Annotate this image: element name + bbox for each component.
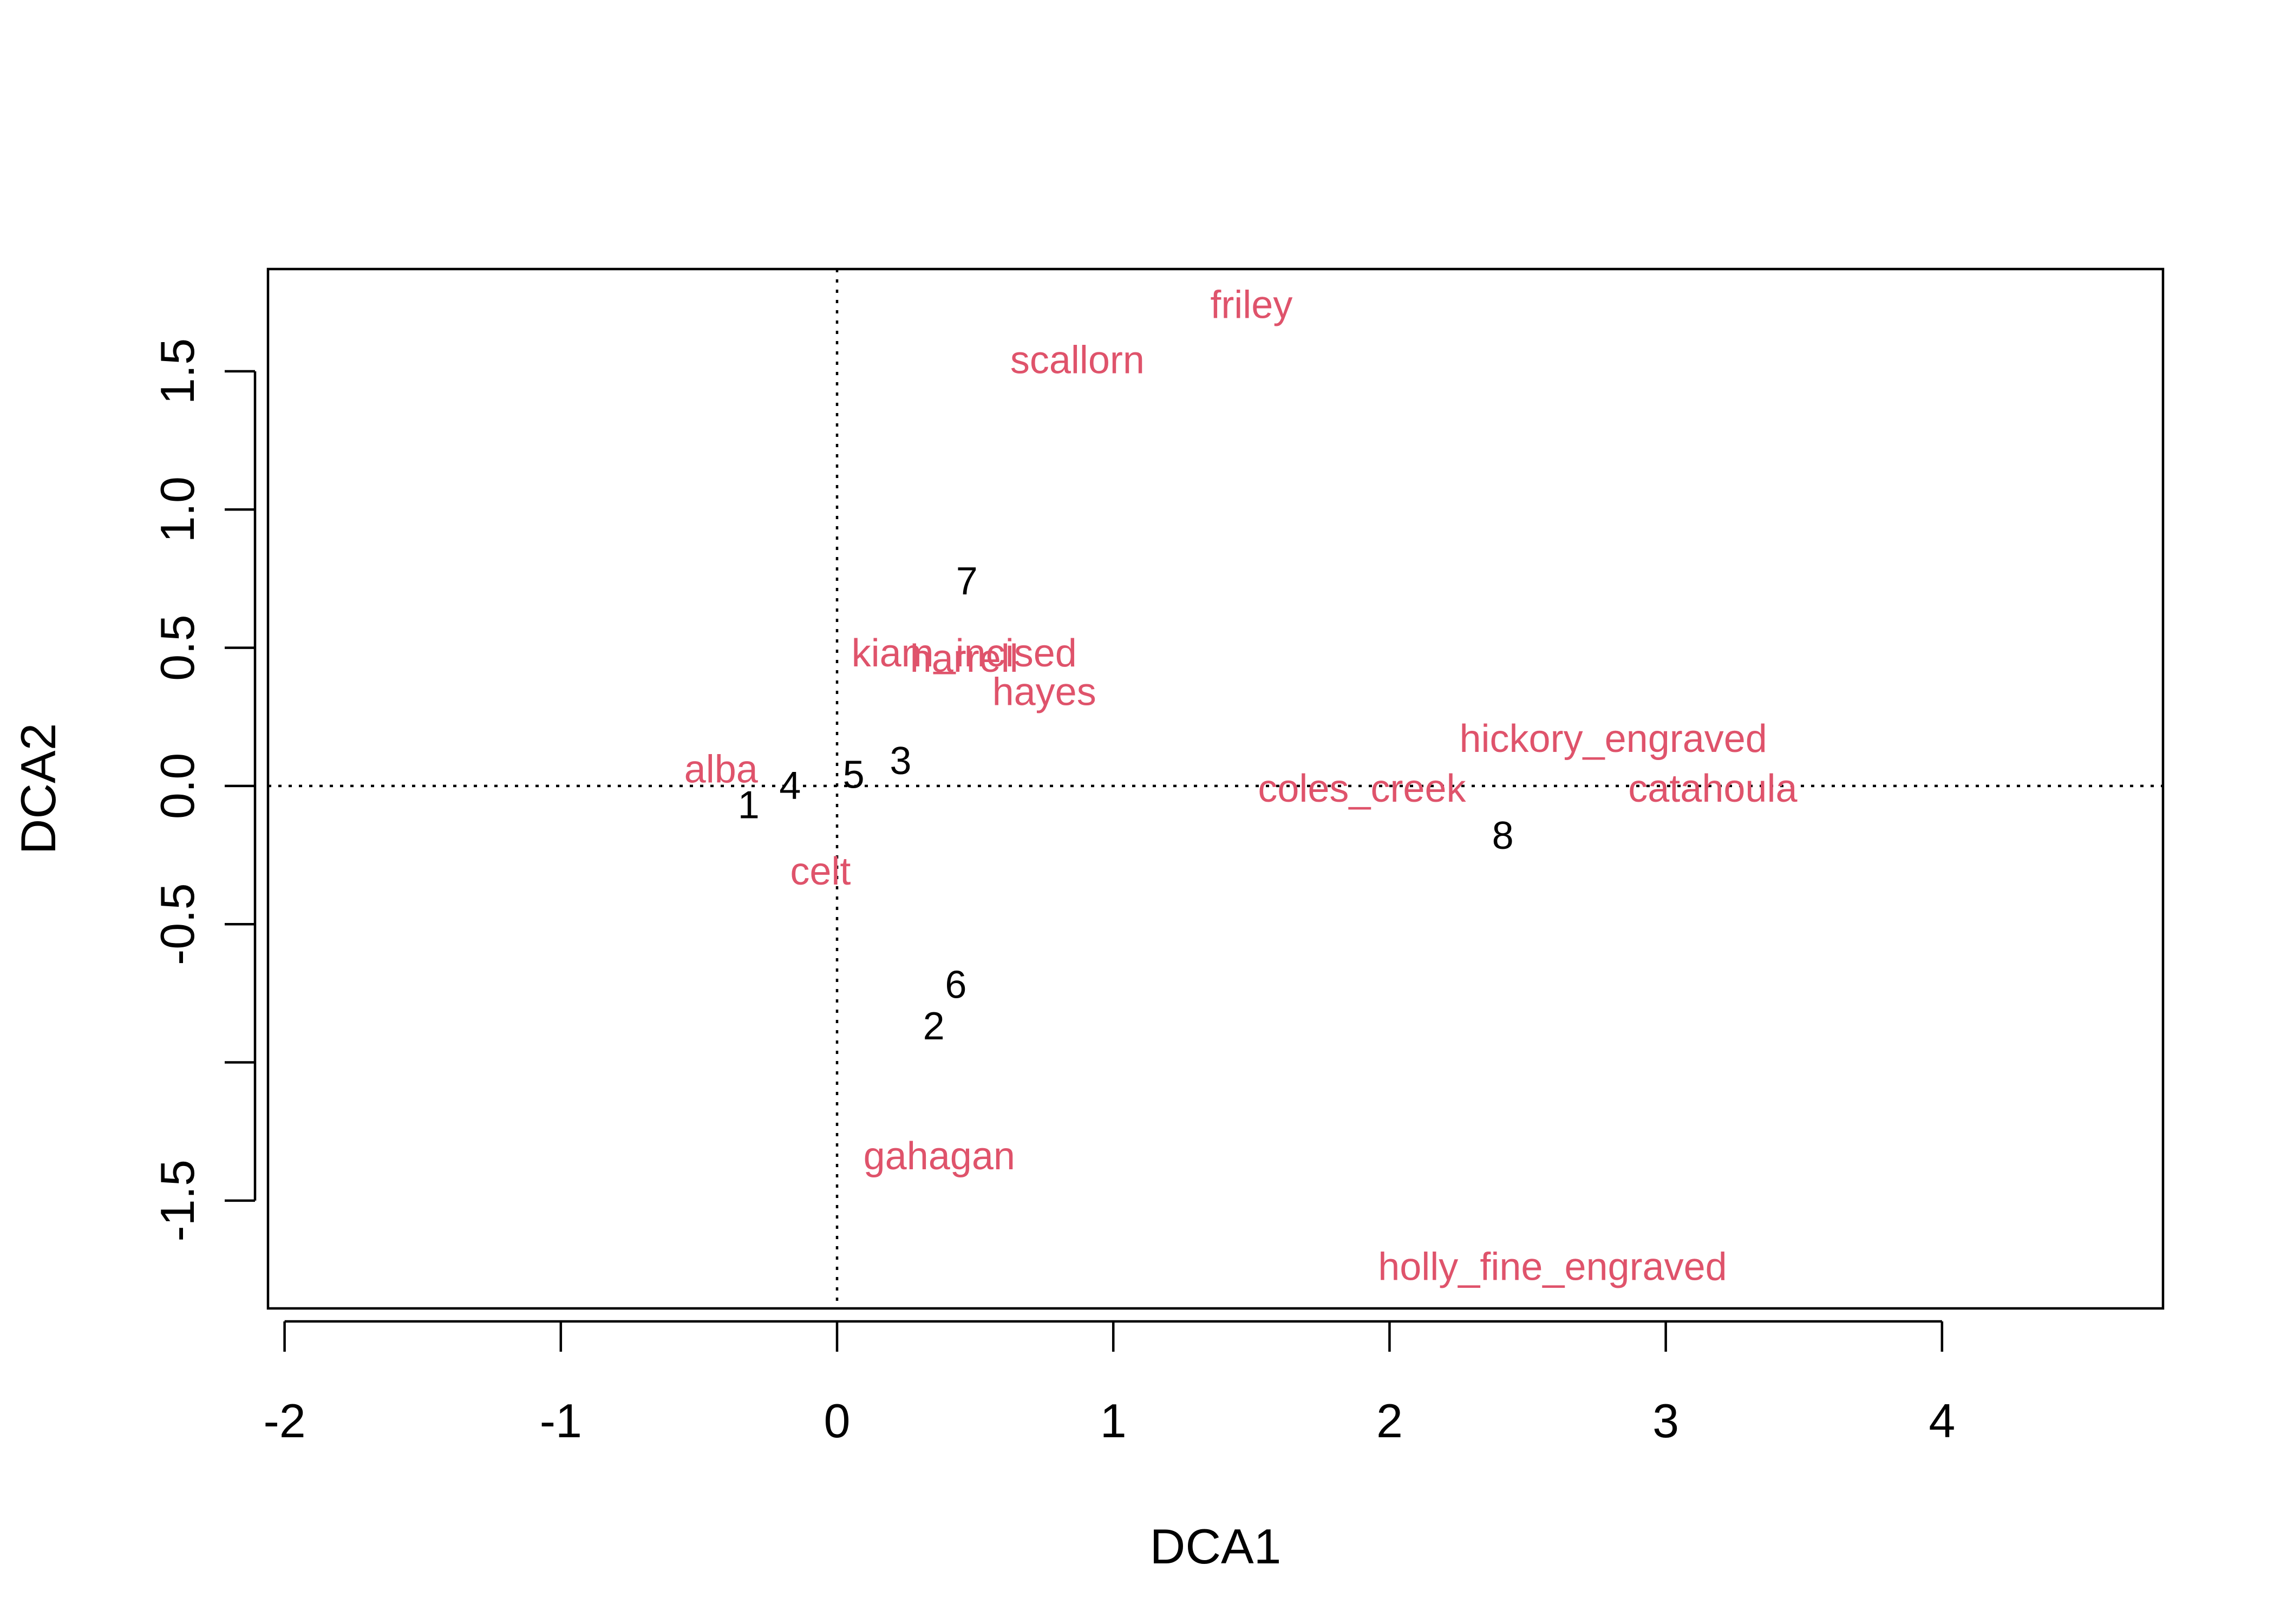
site-label-8: 8: [1492, 814, 1514, 857]
x-tick-label: 1: [1100, 1394, 1127, 1448]
y-tick-label: 1.5: [151, 338, 204, 404]
site-label-2: 2: [923, 1005, 945, 1048]
species-label-gahagan: gahagan: [864, 1135, 1015, 1178]
species-label-friley: friley: [1210, 283, 1292, 326]
x-tick-label: 2: [1376, 1394, 1403, 1448]
point-labels: 1 2 3 4 5 6 7 8 friley scallorn kiam_incisedharrel…: [684, 283, 1798, 1288]
species-label-alba: alba: [684, 748, 759, 791]
y-tick-label: 1.0: [151, 476, 204, 542]
x-tick-label: -1: [540, 1394, 582, 1448]
site-label-5: 5: [843, 753, 865, 796]
species-label-harrell: harrell: [910, 637, 1018, 680]
site-label-4: 4: [779, 764, 801, 808]
x-axis-title: DCA1: [1150, 1520, 1282, 1574]
y-axis-title: DCA2: [11, 723, 66, 855]
plot-frame: [266, 267, 2165, 1310]
site-label-1: 1: [738, 784, 760, 827]
species-label-hayes: hayes: [992, 670, 1096, 713]
y-axis: -1.5 -0.5 0.0 0.5 1.0 1.5: [151, 338, 257, 1242]
site-label-7: 7: [956, 560, 978, 603]
x-tick-label: 4: [1929, 1394, 1955, 1448]
site-label-6: 6: [945, 964, 966, 1007]
y-tick-label: 0.5: [151, 614, 204, 680]
y-tick-label: -0.5: [151, 883, 204, 965]
x-tick-label: 0: [824, 1394, 851, 1448]
site-label-3: 3: [890, 739, 911, 783]
x-tick-label: -2: [263, 1394, 305, 1448]
species-label-holly-fine-engraved: holly_fine_engraved: [1378, 1245, 1727, 1288]
species-label-scallorn: scallorn: [1010, 339, 1145, 382]
species-label-celt: celt: [790, 850, 851, 893]
y-tick-label: 0.0: [151, 753, 204, 819]
x-tick-label: 3: [1652, 1394, 1679, 1448]
species-label-hickory-engraved: hickory_engraved: [1460, 717, 1767, 761]
species-label-coles-creek: coles_creek: [1258, 767, 1466, 810]
species-label-catahoula: catahoula: [1628, 767, 1798, 810]
species-label-kiam-incised: kiam_incised: [852, 632, 1077, 675]
x-axis: -2 -1 0 1 2 3 4: [263, 1320, 1955, 1448]
y-tick-label: -1.5: [151, 1160, 204, 1242]
